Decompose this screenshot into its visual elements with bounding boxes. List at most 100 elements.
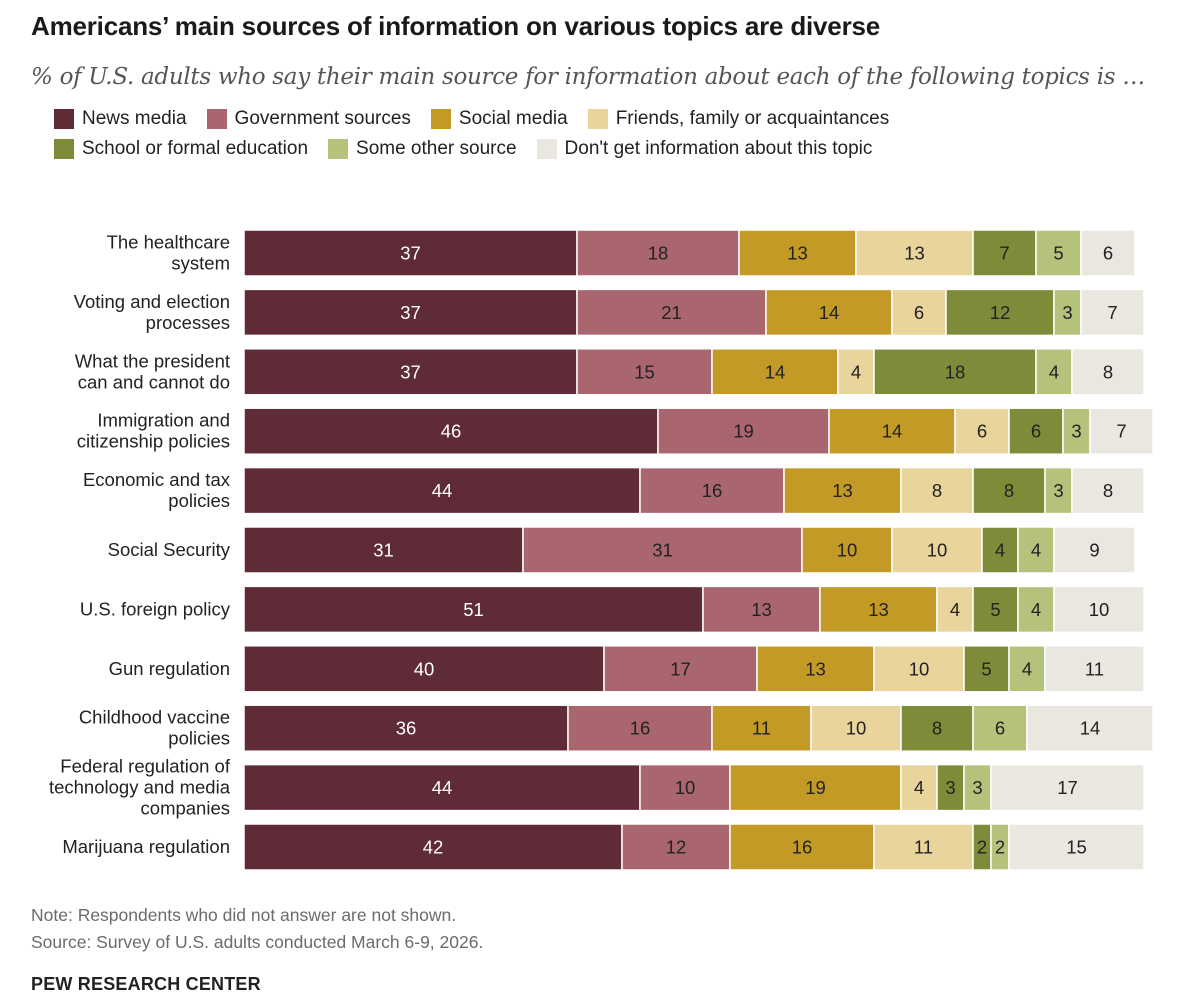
bar-value-label: 7 <box>999 243 1009 264</box>
legend-label: Social media <box>458 108 568 129</box>
category-label: U.S. foreign policy <box>80 598 231 619</box>
bar-segment <box>711 704 812 752</box>
legend-swatch <box>536 139 557 159</box>
legend-item-school: School or formal education <box>54 138 308 160</box>
bar-segment <box>243 585 704 634</box>
bar-segment <box>1017 585 1055 634</box>
legend-label: Friends, family or acquaintances <box>615 108 890 129</box>
bar-value-label: 8 <box>1103 361 1113 382</box>
bar-value-label: 7 <box>1116 421 1126 442</box>
bar-segment <box>963 645 1010 693</box>
legend-label: News media <box>82 108 187 129</box>
bar-value-label: 4 <box>1049 361 1059 382</box>
bar-value-label: 13 <box>787 243 808 264</box>
bar-value-label: 18 <box>648 243 669 264</box>
bar-value-label: 51 <box>463 599 484 620</box>
bar-value-label: 40 <box>414 658 435 679</box>
bar-value-label: 10 <box>927 540 948 561</box>
bar-value-label: 10 <box>909 658 930 679</box>
bar-segment <box>1008 645 1046 693</box>
bar-segment <box>1035 348 1073 396</box>
bar-segment <box>873 823 974 871</box>
legend-item-government-sources: Government sources <box>206 108 411 130</box>
bar-value-label: 16 <box>702 480 723 501</box>
bar-segment <box>972 585 1019 634</box>
bar-value-label: 2 <box>977 837 987 858</box>
bar-segment <box>243 526 524 574</box>
footnote: Note: Respondents who did not answer are… <box>31 905 457 925</box>
bar-segment <box>711 348 839 396</box>
bar-value-label: 10 <box>837 540 858 561</box>
legend-item-dont-get-info: Don't get information about this topic <box>536 138 873 160</box>
legend-label: Don't get information about this topic <box>564 138 873 159</box>
legend-label: Government sources <box>234 108 411 129</box>
bar-value-label: 3 <box>1053 480 1063 501</box>
bar-value-label: 6 <box>1031 421 1041 442</box>
bar-segment <box>1044 466 1073 515</box>
chart-subtitle: % of U.S. adults who say their main sour… <box>31 64 1145 90</box>
bar-value-label: 42 <box>423 837 444 858</box>
bar-segment <box>900 704 974 752</box>
bar-value-label: 4 <box>851 361 861 382</box>
bar-segment <box>810 704 902 752</box>
source-note: Source: Survey of U.S. adults conducted … <box>31 932 484 952</box>
bar-segment <box>1089 407 1154 455</box>
legend-label: Some other source <box>356 138 517 159</box>
bar-segment <box>603 645 758 693</box>
bar-value-label: 11 <box>914 837 933 858</box>
bar-segment <box>576 229 740 277</box>
bar-segment <box>729 763 902 812</box>
legend-item-news-media: News media <box>54 108 187 130</box>
legend-item-friends-family: Friends, family or acquaintances <box>587 108 890 130</box>
bar-value-label: 37 <box>400 302 421 323</box>
bar-value-label: 4 <box>914 777 924 798</box>
bar-value-label: 4 <box>1022 658 1032 679</box>
chart-title: Americans’ main sources of information o… <box>31 11 881 41</box>
bar-value-label: 12 <box>666 837 687 858</box>
bar-segment <box>1071 348 1145 396</box>
legend-item-some-other-source: Some other source <box>328 138 517 160</box>
bar-value-label: 37 <box>400 243 421 264</box>
brand-logo-text: PEW RESEARCH CENTER <box>31 974 261 994</box>
bar-value-label: 6 <box>1103 243 1113 264</box>
bar-segment <box>783 466 902 515</box>
legend-swatch <box>430 109 451 129</box>
bar-segment <box>819 585 938 634</box>
category-label: The healthcare system <box>107 232 230 274</box>
category-label: Social Security <box>108 539 231 560</box>
bar-value-label: 3 <box>1071 421 1081 442</box>
category-label: Marijuana regulation <box>62 836 230 857</box>
bar-segment <box>243 704 569 752</box>
bar-value-label: 5 <box>990 599 1000 620</box>
legend-swatch <box>54 109 74 129</box>
bar-segment <box>972 229 1037 277</box>
bar-value-label: 8 <box>932 480 942 501</box>
bar-value-label: 14 <box>882 421 903 442</box>
legend: News media Government sources Social med… <box>54 104 1054 164</box>
bar-segment <box>243 407 659 455</box>
bar-segment <box>243 466 641 515</box>
legend-swatch <box>206 109 227 129</box>
bar-value-label: 10 <box>675 777 696 798</box>
bar-value-label: 6 <box>977 421 987 442</box>
bar-value-label: 14 <box>765 361 786 382</box>
bar-segment <box>873 645 965 693</box>
legend-row-1: News media Government sources Social med… <box>54 104 1054 134</box>
bar-value-label: 5 <box>1053 243 1063 264</box>
bar-value-label: 4 <box>995 540 1005 561</box>
bar-segment <box>990 763 1145 812</box>
bar-segment <box>1053 288 1082 337</box>
legend-swatch <box>328 139 349 159</box>
bar-value-label: 37 <box>400 361 421 382</box>
bar-value-label: 19 <box>733 421 754 442</box>
bar-value-label: 11 <box>1085 658 1104 679</box>
bar-segment <box>1026 704 1154 752</box>
bar-value-label: 6 <box>914 302 924 323</box>
bar-value-label: 12 <box>990 302 1011 323</box>
bar-segment <box>1080 288 1145 337</box>
bar-segment <box>1062 407 1091 455</box>
bar-value-label: 21 <box>661 302 682 323</box>
bar-value-label: 3 <box>945 777 955 798</box>
bar-segment <box>1071 466 1145 515</box>
